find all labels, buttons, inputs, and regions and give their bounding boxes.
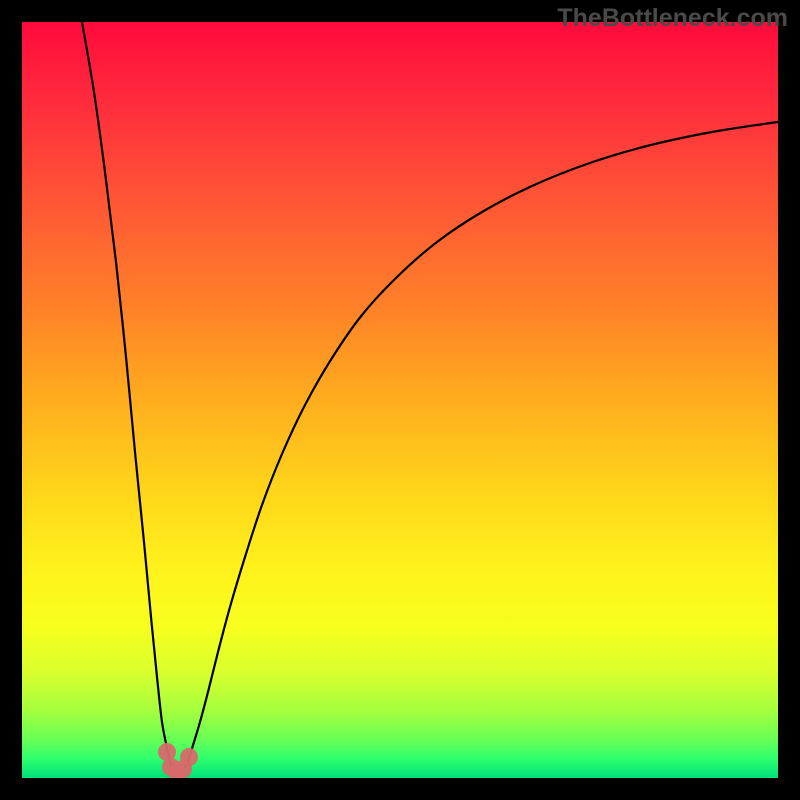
chart-container: TheBottleneck.com bbox=[0, 0, 800, 800]
plot-area bbox=[22, 22, 778, 778]
gradient-background bbox=[22, 22, 778, 778]
border-right bbox=[778, 0, 800, 800]
border-left bbox=[0, 0, 22, 800]
watermark-text: TheBottleneck.com bbox=[557, 4, 788, 33]
border-bottom bbox=[0, 778, 800, 800]
